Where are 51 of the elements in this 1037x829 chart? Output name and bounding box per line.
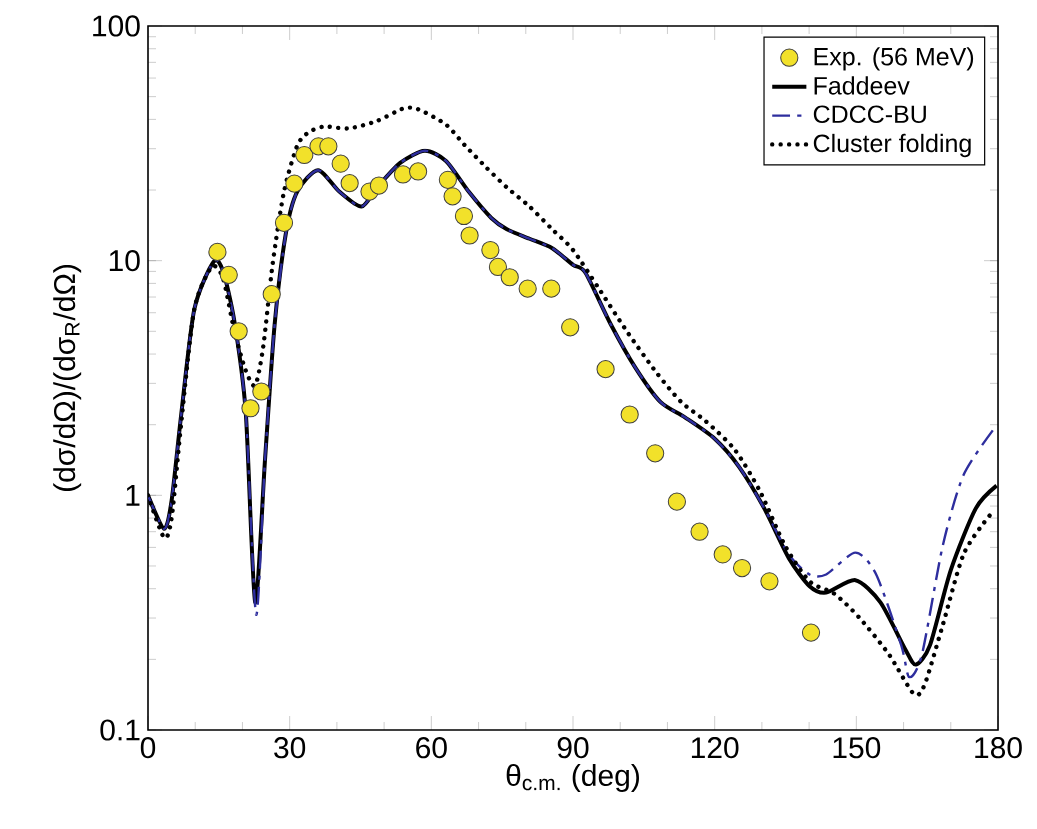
point <box>319 137 338 156</box>
point <box>620 405 639 424</box>
x-tick-label: 0 <box>140 737 156 759</box>
legend-label: Faddeev <box>814 76 910 95</box>
point <box>481 240 500 260</box>
x-axis-title: θ$_{c.m.}$ (deg) <box>506 764 639 792</box>
point <box>438 170 457 189</box>
point <box>713 545 732 564</box>
point <box>596 360 615 379</box>
point <box>262 285 281 304</box>
x-tick-label: 180 <box>975 737 1022 759</box>
point <box>488 257 508 277</box>
point <box>518 279 537 298</box>
x-tick-label: 120 <box>691 737 739 759</box>
point <box>241 399 260 418</box>
point <box>500 268 519 287</box>
point <box>229 322 248 341</box>
point <box>285 174 304 193</box>
point <box>409 162 428 181</box>
legend-label: Exp. (56 MeV) <box>814 47 974 71</box>
point <box>443 187 462 206</box>
point <box>801 623 821 642</box>
x-tick-label: 60 <box>416 737 447 759</box>
point <box>331 154 350 173</box>
point <box>561 318 580 337</box>
point <box>274 213 294 232</box>
point <box>208 242 227 261</box>
point <box>393 165 413 184</box>
point <box>667 492 686 511</box>
point <box>646 444 665 463</box>
y-tick-label: 1 <box>126 485 140 506</box>
y-tick-label: 100 <box>93 15 140 37</box>
point <box>460 226 479 245</box>
y-axis-title: (dσ/dΩ)/(dσ$_{R}$/dΩ) <box>53 264 82 492</box>
point <box>252 382 271 401</box>
point <box>760 572 779 591</box>
y-tick-label: 0.1 <box>100 719 140 741</box>
y-tick-label: 10 <box>109 250 140 272</box>
x-tick-label: 150 <box>833 737 881 759</box>
point <box>454 206 474 226</box>
point <box>295 145 314 165</box>
point <box>732 558 752 578</box>
x-tick-label: 30 <box>274 737 306 759</box>
legend-label: Cluster folding <box>813 133 971 158</box>
point <box>340 174 359 193</box>
x-tick-label: 90 <box>557 737 589 759</box>
legend-label: CDCC-BU <box>813 105 926 124</box>
point <box>219 265 238 284</box>
point <box>690 522 709 541</box>
point <box>542 279 561 298</box>
point <box>369 176 389 195</box>
